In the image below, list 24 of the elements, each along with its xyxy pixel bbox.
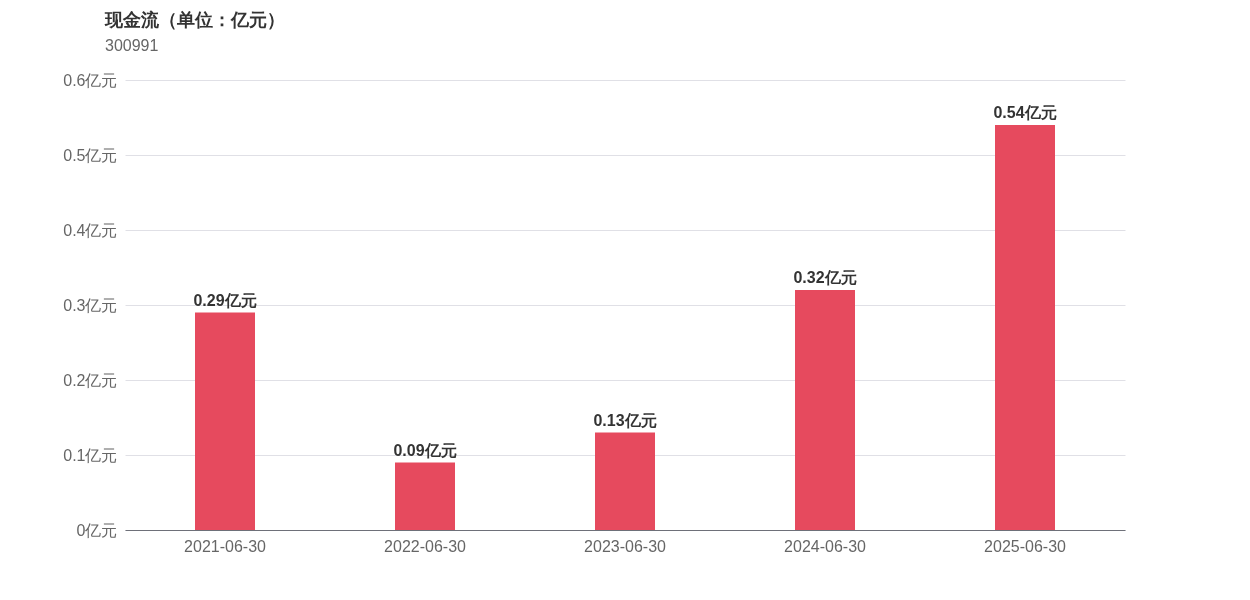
- bar: [595, 432, 655, 530]
- y-tick-label: 0.5亿元: [63, 146, 118, 164]
- data-label: 0.09亿元: [393, 441, 457, 459]
- y-tick-label: 0.3亿元: [63, 296, 118, 314]
- bar: [395, 462, 455, 530]
- x-tick-label: 2021-06-30: [184, 537, 267, 555]
- data-label: 0.54亿元: [993, 104, 1057, 121]
- bar: [195, 312, 255, 530]
- y-tick-label: 0.1亿元: [63, 446, 118, 464]
- y-tick-label: 0.4亿元: [63, 221, 118, 239]
- data-label: 0.13亿元: [593, 411, 657, 429]
- y-tick-label: 0.2亿元: [63, 371, 118, 389]
- chart-title: 现金流（单位：亿元）: [104, 10, 285, 30]
- data-label: 0.29亿元: [193, 291, 257, 309]
- bar: [795, 290, 855, 530]
- bar: [995, 125, 1055, 530]
- x-tick-label: 2025-06-30: [984, 537, 1067, 555]
- x-tick-label: 2023-06-30: [584, 537, 667, 555]
- x-tick-label: 2024-06-30: [784, 537, 867, 555]
- data-label: 0.32亿元: [793, 269, 857, 286]
- y-tick-label: 0.6亿元: [63, 71, 118, 89]
- chart-subtitle: 300991: [105, 37, 159, 54]
- x-tick-label: 2022-06-30: [384, 537, 467, 555]
- y-tick-label: 0亿元: [76, 521, 118, 539]
